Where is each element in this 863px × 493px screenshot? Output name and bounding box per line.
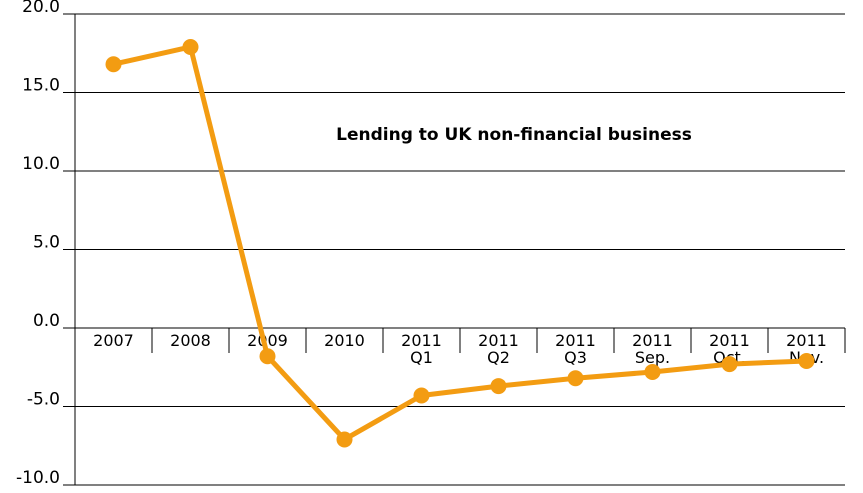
data-point — [490, 378, 507, 395]
data-point — [182, 38, 199, 55]
y-tick-label: 20.0 — [22, 0, 60, 17]
x-tick-label: 2009 — [247, 331, 288, 350]
x-tick-label: 2011 — [786, 331, 827, 350]
y-tick-label: 15.0 — [22, 76, 60, 96]
x-tick-label: Sep. — [635, 348, 670, 367]
y-tick-label: -5.0 — [27, 390, 60, 410]
x-tick-label: 2010 — [324, 331, 365, 350]
x-tick-label: Q2 — [487, 348, 510, 367]
gridlines — [63, 13, 845, 486]
series-line — [105, 38, 815, 448]
x-axis-categories: 2007 2008 2009 2010 2011Q12011Q22011Q32011Se… — [93, 328, 846, 367]
y-tick-label: 10.0 — [22, 154, 60, 174]
y-tick-label: -10.0 — [16, 468, 60, 488]
chart-title: Lending to UK non-financial business — [336, 125, 692, 145]
x-tick-label: 2011 — [632, 331, 673, 350]
data-point — [105, 56, 122, 73]
y-tick-label: 0.0 — [33, 311, 60, 331]
data-point — [721, 356, 738, 373]
x-tick-label: 2011 — [478, 331, 519, 350]
x-tick-label: 2007 — [93, 331, 134, 350]
data-point — [336, 431, 353, 448]
data-point — [644, 363, 661, 380]
x-tick-label: Q1 — [410, 348, 433, 367]
x-tick-label: Q3 — [564, 348, 587, 367]
x-tick-label: 2011 — [709, 331, 750, 350]
x-tick-label: 2008 — [170, 331, 211, 350]
y-axis-ticks: 20.0 15.0 10.0 5.0 0.0 -5.0 -10.0 — [16, 0, 60, 488]
y-tick-label: 5.0 — [33, 233, 60, 253]
x-tick-label: 2011 — [401, 331, 442, 350]
data-point — [567, 370, 584, 387]
data-point — [259, 348, 276, 365]
series-line-path — [112, 44, 807, 442]
data-point — [798, 352, 815, 369]
x-tick-label: 2011 — [555, 331, 596, 350]
data-point — [413, 387, 430, 404]
